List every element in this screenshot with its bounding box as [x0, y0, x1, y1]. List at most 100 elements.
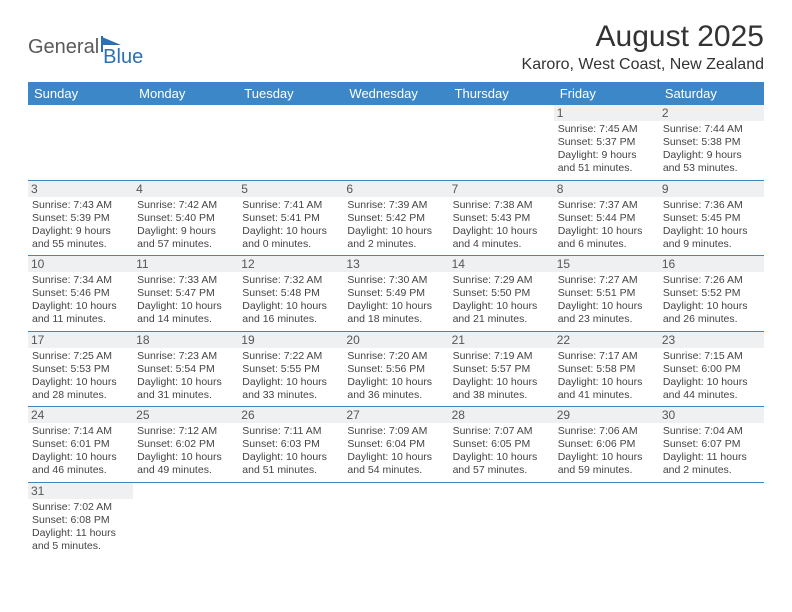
- day-number: 10: [28, 256, 133, 272]
- day-number: 19: [238, 332, 343, 348]
- day-number: 27: [343, 407, 448, 423]
- day-number: 6: [343, 181, 448, 197]
- day-info: Sunrise: 7:32 AMSunset: 5:48 PMDaylight:…: [242, 274, 339, 327]
- day-info: Sunrise: 7:27 AMSunset: 5:51 PMDaylight:…: [558, 274, 655, 327]
- day-info: Sunrise: 7:43 AMSunset: 5:39 PMDaylight:…: [32, 199, 129, 252]
- day-number: 7: [449, 181, 554, 197]
- calendar-day-cell: 6Sunrise: 7:39 AMSunset: 5:42 PMDaylight…: [343, 180, 448, 256]
- calendar-week-row: 1 Sunrise: 7:45 AMSunset: 5:37 PMDaylight…: [28, 105, 764, 180]
- calendar-day-cell: 26 Sunrise: 7:11 AMSunset: 6:03 PMDayligh…: [238, 407, 343, 483]
- weekday-header: Friday: [554, 82, 659, 105]
- calendar-day-cell: 14 Sunrise: 7:29 AMSunset: 5:50 PMDayligh…: [449, 256, 554, 332]
- day-info: Sunrise: 7:33 AMSunset: 5:47 PMDaylight:…: [137, 274, 234, 327]
- calendar-day-cell: 31 Sunrise: 7:02 AMSunset: 6:08 PMDayligh…: [28, 482, 133, 557]
- calendar-day-cell: 15 Sunrise: 7:27 AMSunset: 5:51 PMDayligh…: [554, 256, 659, 332]
- day-number: 17: [28, 332, 133, 348]
- day-info: Sunrise: 7:26 AMSunset: 5:52 PMDaylight:…: [663, 274, 760, 327]
- day-number: 1: [554, 105, 659, 121]
- day-info: Sunrise: 7:42 AMSunset: 5:40 PMDaylight:…: [137, 199, 234, 252]
- day-number: 29: [554, 407, 659, 423]
- calendar-day-cell: 21 Sunrise: 7:19 AMSunset: 5:57 PMDayligh…: [449, 331, 554, 407]
- calendar-day-cell: 4 Sunrise: 7:42 AMSunset: 5:40 PMDaylight…: [133, 180, 238, 256]
- day-number: 25: [133, 407, 238, 423]
- logo-text-blue: Blue: [103, 46, 143, 69]
- day-number: 18: [133, 332, 238, 348]
- title-block: August 2025 Karoro, West Coast, New Zeal…: [522, 20, 764, 74]
- day-number: 28: [449, 407, 554, 423]
- day-info: Sunrise: 7:20 AMSunset: 5:56 PMDaylight:…: [347, 350, 444, 403]
- day-number: 5: [238, 181, 343, 197]
- calendar-day-cell: 25 Sunrise: 7:12 AMSunset: 6:02 PMDayligh…: [133, 407, 238, 483]
- day-number: 14: [449, 256, 554, 272]
- calendar-week-row: 31 Sunrise: 7:02 AMSunset: 6:08 PMDayligh…: [28, 482, 764, 557]
- page-header: General Blue August 2025 Karoro, West Co…: [28, 20, 764, 74]
- day-number: 21: [449, 332, 554, 348]
- day-info: Sunrise: 7:36 AMSunset: 5:45 PMDaylight:…: [663, 199, 760, 252]
- day-number: 11: [133, 256, 238, 272]
- day-number: 26: [238, 407, 343, 423]
- calendar-day-cell: 8 Sunrise: 7:37 AMSunset: 5:44 PMDaylight…: [554, 180, 659, 256]
- calendar-week-row: 10 Sunrise: 7:34 AMSunset: 5:46 PMDayligh…: [28, 256, 764, 332]
- calendar-day-cell: [28, 105, 133, 180]
- day-info: Sunrise: 7:09 AMSunset: 6:04 PMDaylight:…: [347, 425, 444, 478]
- calendar-week-row: 3Sunrise: 7:43 AMSunset: 5:39 PMDaylight…: [28, 180, 764, 256]
- day-info: Sunrise: 7:29 AMSunset: 5:50 PMDaylight:…: [453, 274, 550, 327]
- calendar-day-cell: 1 Sunrise: 7:45 AMSunset: 5:37 PMDaylight…: [554, 105, 659, 180]
- calendar-day-cell: 16Sunrise: 7:26 AMSunset: 5:52 PMDayligh…: [659, 256, 764, 332]
- day-info: Sunrise: 7:44 AMSunset: 5:38 PMDaylight:…: [663, 123, 760, 176]
- weekday-header: Tuesday: [238, 82, 343, 105]
- day-number: 8: [554, 181, 659, 197]
- day-info: Sunrise: 7:45 AMSunset: 5:37 PMDaylight:…: [558, 123, 655, 176]
- calendar-day-cell: 22 Sunrise: 7:17 AMSunset: 5:58 PMDayligh…: [554, 331, 659, 407]
- weekday-header: Wednesday: [343, 82, 448, 105]
- day-info: Sunrise: 7:11 AMSunset: 6:03 PMDaylight:…: [242, 425, 339, 478]
- logo: General Blue: [28, 26, 143, 69]
- calendar-day-cell: [238, 482, 343, 557]
- day-info: Sunrise: 7:41 AMSunset: 5:41 PMDaylight:…: [242, 199, 339, 252]
- calendar-day-cell: 7 Sunrise: 7:38 AMSunset: 5:43 PMDaylight…: [449, 180, 554, 256]
- calendar-day-cell: [659, 482, 764, 557]
- calendar-day-cell: [133, 105, 238, 180]
- day-info: Sunrise: 7:12 AMSunset: 6:02 PMDaylight:…: [137, 425, 234, 478]
- day-info: Sunrise: 7:34 AMSunset: 5:46 PMDaylight:…: [32, 274, 129, 327]
- day-number: 31: [28, 483, 133, 499]
- weekday-header: Sunday: [28, 82, 133, 105]
- calendar-header-row: SundayMondayTuesdayWednesdayThursdayFrid…: [28, 82, 764, 105]
- calendar-day-cell: 3Sunrise: 7:43 AMSunset: 5:39 PMDaylight…: [28, 180, 133, 256]
- day-info: Sunrise: 7:15 AMSunset: 6:00 PMDaylight:…: [663, 350, 760, 403]
- day-number: 9: [659, 181, 764, 197]
- day-number: 15: [554, 256, 659, 272]
- day-number: 13: [343, 256, 448, 272]
- calendar-day-cell: 2 Sunrise: 7:44 AMSunset: 5:38 PMDaylight…: [659, 105, 764, 180]
- day-number: 12: [238, 256, 343, 272]
- calendar-day-cell: 28 Sunrise: 7:07 AMSunset: 6:05 PMDayligh…: [449, 407, 554, 483]
- location-label: Karoro, West Coast, New Zealand: [522, 56, 764, 74]
- day-info: Sunrise: 7:07 AMSunset: 6:05 PMDaylight:…: [453, 425, 550, 478]
- day-info: Sunrise: 7:25 AMSunset: 5:53 PMDaylight:…: [32, 350, 129, 403]
- calendar-day-cell: [449, 482, 554, 557]
- calendar-day-cell: 12 Sunrise: 7:32 AMSunset: 5:48 PMDayligh…: [238, 256, 343, 332]
- day-info: Sunrise: 7:38 AMSunset: 5:43 PMDaylight:…: [453, 199, 550, 252]
- calendar-day-cell: 13Sunrise: 7:30 AMSunset: 5:49 PMDayligh…: [343, 256, 448, 332]
- calendar-day-cell: 27 Sunrise: 7:09 AMSunset: 6:04 PMDayligh…: [343, 407, 448, 483]
- month-title: August 2025: [522, 20, 764, 54]
- day-number: 22: [554, 332, 659, 348]
- day-info: Sunrise: 7:02 AMSunset: 6:08 PMDaylight:…: [32, 501, 129, 554]
- day-number: 4: [133, 181, 238, 197]
- calendar-day-cell: 17 Sunrise: 7:25 AMSunset: 5:53 PMDayligh…: [28, 331, 133, 407]
- day-number: 2: [659, 105, 764, 121]
- day-info: Sunrise: 7:19 AMSunset: 5:57 PMDaylight:…: [453, 350, 550, 403]
- day-info: Sunrise: 7:17 AMSunset: 5:58 PMDaylight:…: [558, 350, 655, 403]
- calendar-day-cell: 11 Sunrise: 7:33 AMSunset: 5:47 PMDayligh…: [133, 256, 238, 332]
- day-info: Sunrise: 7:23 AMSunset: 5:54 PMDaylight:…: [137, 350, 234, 403]
- calendar-day-cell: [238, 105, 343, 180]
- day-info: Sunrise: 7:22 AMSunset: 5:55 PMDaylight:…: [242, 350, 339, 403]
- weekday-header: Monday: [133, 82, 238, 105]
- day-info: Sunrise: 7:04 AMSunset: 6:07 PMDaylight:…: [663, 425, 760, 478]
- day-info: Sunrise: 7:37 AMSunset: 5:44 PMDaylight:…: [558, 199, 655, 252]
- calendar-table: SundayMondayTuesdayWednesdayThursdayFrid…: [28, 82, 764, 557]
- calendar-day-cell: 19 Sunrise: 7:22 AMSunset: 5:55 PMDayligh…: [238, 331, 343, 407]
- calendar-day-cell: [133, 482, 238, 557]
- day-number: 24: [28, 407, 133, 423]
- calendar-day-cell: 24Sunrise: 7:14 AMSunset: 6:01 PMDayligh…: [28, 407, 133, 483]
